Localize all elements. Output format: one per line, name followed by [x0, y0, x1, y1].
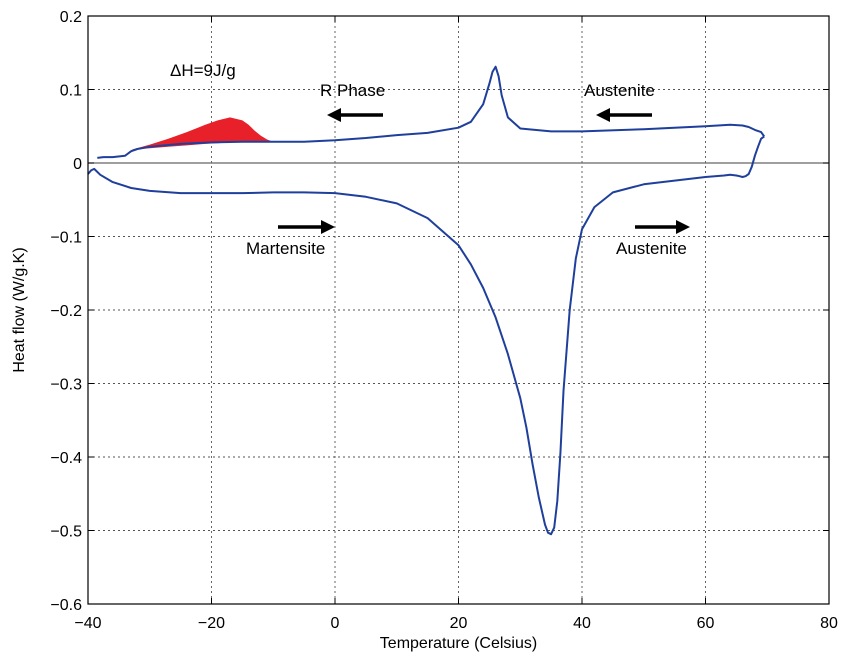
r-phase-label: R Phase	[320, 81, 385, 100]
y-tick-label: −0.1	[50, 230, 82, 247]
enthalpy-fill-region	[131, 117, 274, 150]
martensite-label: Martensite	[246, 239, 325, 258]
y-tick-label: 0	[73, 156, 82, 173]
austenite-top-label: Austenite	[584, 81, 655, 100]
x-ticks: −40 −20 0 20 40 60 80	[74, 16, 838, 632]
austenite-bottom-arrow-right	[635, 220, 690, 234]
r-phase-arrow-left	[327, 108, 383, 122]
x-tick-label: −20	[198, 615, 225, 632]
x-tick-label: −40	[74, 615, 101, 632]
y-tick-label: −0.3	[50, 377, 82, 394]
x-tick-label: 20	[450, 615, 468, 632]
x-tick-label: 60	[697, 615, 715, 632]
cooling-curve	[97, 65, 766, 159]
martensite-arrow-right	[278, 220, 335, 234]
x-axis-label: Temperature (Celsius)	[380, 635, 537, 652]
y-tick-label: −0.5	[50, 524, 82, 541]
y-ticks: 0.2 0.1 0 −0.1 −0.2 −0.3 −0.4 −0.5 −0.6	[50, 9, 829, 614]
y-axis-label: Heat flow (W/g.K)	[11, 247, 28, 372]
delta-h-annotation: ΔH=9J/g	[170, 61, 236, 80]
series-group	[87, 65, 766, 536]
x-tick-label: 0	[331, 615, 340, 632]
grid	[88, 16, 829, 604]
y-tick-label: 0.2	[60, 9, 82, 26]
annotations: ΔH=9J/g R Phase Austenite Martensite Austeni…	[170, 61, 690, 258]
y-tick-label: 0.1	[60, 83, 82, 100]
x-tick-label: 40	[573, 615, 591, 632]
y-tick-label: −0.2	[50, 303, 82, 320]
austenite-top-arrow-left	[596, 108, 652, 122]
austenite-bottom-label: Austenite	[616, 239, 687, 258]
heating-curve	[87, 135, 765, 536]
y-tick-label: −0.6	[50, 597, 82, 614]
x-tick-label: 80	[820, 615, 838, 632]
y-tick-label: −0.4	[50, 450, 82, 467]
